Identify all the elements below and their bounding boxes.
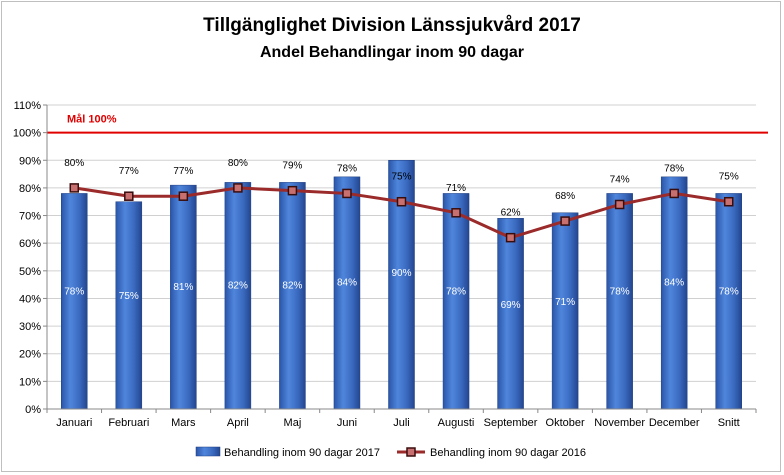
line-value-label: 77% bbox=[173, 166, 193, 177]
legend: Behandling inom 90 dagar 2017 Behandling … bbox=[195, 446, 586, 459]
chart-subtitle: Andel Behandlingar inom 90 dagar bbox=[259, 44, 525, 61]
line-point bbox=[69, 183, 80, 193]
bar bbox=[333, 176, 361, 410]
bar bbox=[606, 193, 633, 410]
x-tick-label: November bbox=[594, 417, 645, 429]
legend-label-bars: Behandling inom 90 dagar 2017 bbox=[224, 447, 380, 459]
x-tick-label: Snitt bbox=[718, 417, 740, 429]
x-tick-label: Juli bbox=[393, 417, 410, 429]
y-tick-label: 60% bbox=[19, 238, 41, 250]
line-point bbox=[669, 188, 679, 199]
axes: 0% 10% 20% 30% 40% 50% 60% 70% 80% 90% 100% 110% Jan… bbox=[13, 100, 757, 429]
bar bbox=[660, 176, 688, 410]
bar-value-label: 78% bbox=[610, 286, 630, 297]
line-point bbox=[505, 232, 516, 243]
line-point bbox=[233, 183, 243, 193]
bar bbox=[224, 182, 252, 410]
bar-value-label: 90% bbox=[391, 268, 411, 279]
bar bbox=[442, 193, 470, 410]
line-value-label: 80% bbox=[64, 158, 84, 169]
line-point bbox=[451, 208, 461, 218]
x-tick-label: April bbox=[227, 417, 249, 429]
y-tick-label: 80% bbox=[19, 183, 41, 195]
chart-title: Tillgänglighet Division Länssjukvård 201… bbox=[203, 15, 581, 36]
target-line-group: Mål 100% bbox=[47, 114, 768, 134]
bar-value-label: 69% bbox=[501, 300, 521, 311]
bar-value-label: 78% bbox=[446, 286, 466, 297]
bar-value-label: 82% bbox=[228, 280, 248, 291]
bar bbox=[715, 193, 742, 410]
bars: 78% 75% 81% 82% 82% 84% 90% 78% 69% 71% 78% 84% 78% bbox=[61, 160, 742, 410]
bar bbox=[170, 184, 197, 410]
line-point bbox=[287, 185, 298, 196]
y-tick-label: 110% bbox=[14, 100, 42, 112]
y-tick-label: 10% bbox=[19, 376, 41, 388]
line-point bbox=[178, 191, 189, 201]
y-tick-label: 20% bbox=[19, 349, 41, 361]
bar-value-label: 84% bbox=[664, 277, 684, 288]
legend-swatch-marker bbox=[406, 447, 416, 457]
line-point bbox=[342, 188, 352, 199]
line-point bbox=[723, 196, 734, 207]
x-tick-label: December bbox=[649, 417, 700, 429]
line-point bbox=[614, 199, 625, 210]
x-tick-label: September bbox=[484, 417, 538, 429]
x-tick-label: Januari bbox=[56, 417, 92, 429]
x-tick-label: Februari bbox=[108, 417, 149, 429]
line-series: 80% 77% 77% 80% 79% 78% 75% 71% 62% 68% 74% 78% 75% bbox=[64, 158, 739, 243]
y-tick-label: 30% bbox=[19, 321, 41, 333]
line-value-label: 71% bbox=[446, 183, 466, 194]
line-point bbox=[396, 196, 407, 207]
bar-value-label: 71% bbox=[555, 297, 575, 308]
line-value-label: 78% bbox=[337, 163, 357, 174]
legend-label-line: Behandling inom 90 dagar 2016 bbox=[430, 447, 586, 459]
bar-value-label: 81% bbox=[173, 282, 193, 293]
line-value-label: 77% bbox=[119, 166, 139, 177]
bar-value-label: 78% bbox=[64, 286, 84, 297]
line-point bbox=[560, 216, 570, 226]
y-tick-label: 70% bbox=[19, 211, 41, 223]
y-tick-label: 40% bbox=[19, 293, 41, 305]
target-label: Mål 100% bbox=[67, 114, 117, 126]
y-tick-label: 100% bbox=[13, 128, 41, 140]
x-tick-label: Mars bbox=[171, 417, 196, 429]
legend-swatch-bars bbox=[195, 446, 221, 457]
x-tick-label: Juni bbox=[337, 417, 357, 429]
line-value-label: 78% bbox=[664, 163, 684, 174]
x-tick-label: Maj bbox=[284, 417, 302, 429]
y-tick-label: 0% bbox=[25, 404, 41, 416]
line-value-label: 75% bbox=[391, 172, 411, 183]
bar bbox=[279, 182, 306, 410]
bar-value-label: 78% bbox=[719, 286, 739, 297]
y-tick-label: 50% bbox=[19, 266, 41, 278]
line-value-label: 74% bbox=[610, 174, 630, 185]
y-tick-label: 90% bbox=[19, 155, 41, 167]
line-value-label: 75% bbox=[719, 172, 739, 183]
bar bbox=[115, 201, 143, 410]
line-value-label: 68% bbox=[555, 191, 575, 202]
bar bbox=[551, 212, 579, 410]
bar-value-label: 84% bbox=[337, 277, 357, 288]
line-value-label: 80% bbox=[228, 158, 248, 169]
x-tick-label: Oktober bbox=[546, 417, 585, 429]
bar-value-label: 82% bbox=[282, 280, 302, 291]
line-value-label: 62% bbox=[501, 208, 521, 219]
bar-value-label: 75% bbox=[119, 291, 139, 302]
line-point bbox=[124, 191, 134, 201]
x-tick-label: Augusti bbox=[438, 417, 475, 429]
bar bbox=[61, 193, 88, 410]
bar bbox=[497, 218, 524, 410]
line-value-label: 79% bbox=[282, 161, 302, 172]
